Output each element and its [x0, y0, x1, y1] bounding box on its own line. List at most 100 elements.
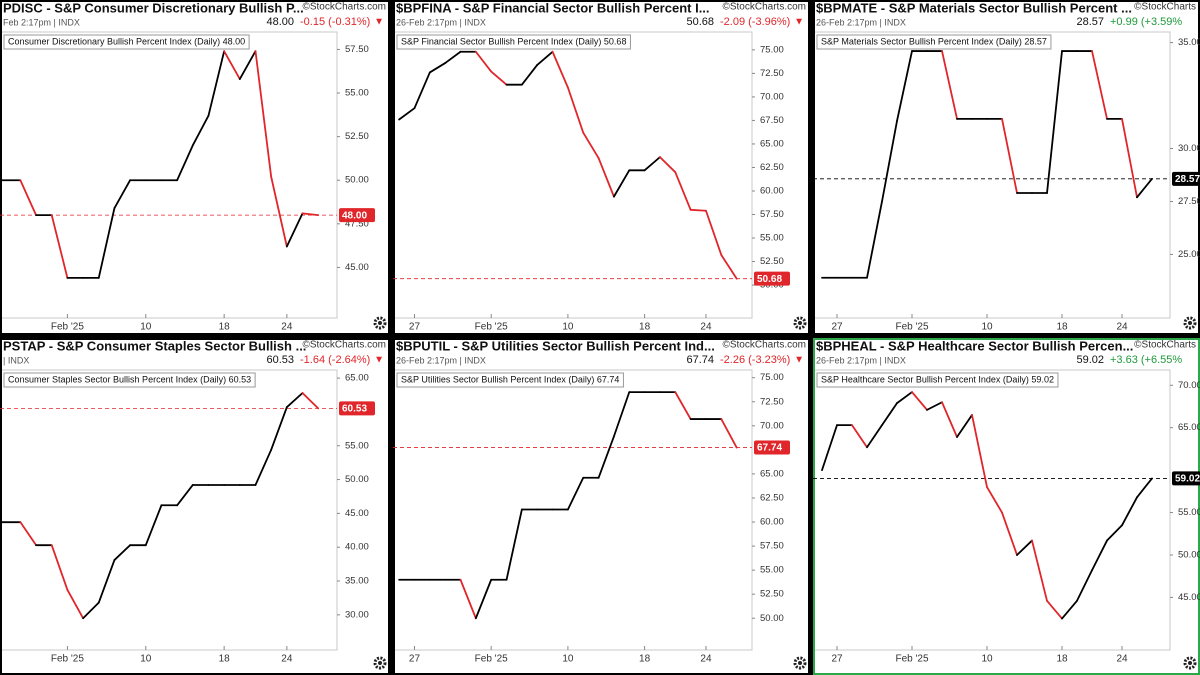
logo: ©StockCharts.com [302, 2, 386, 13]
line-segment [851, 424, 868, 449]
legend-label: S&P Utilities Sector Bullish Percent Ind… [401, 374, 619, 384]
legend-label: S&P Healthcare Sector Bullish Percent In… [821, 374, 1054, 384]
line-segment [1046, 599, 1063, 620]
panel-title[interactable]: $BPUTIL - S&P Utilities Sector Bullish P… [396, 338, 715, 353]
legend-label: Consumer Staples Sector Bullish Percent … [8, 374, 251, 384]
line-segment [821, 424, 838, 472]
panel-title[interactable]: $BPMATE - S&P Materials Sector Bullish P… [816, 0, 1132, 15]
panel: $BPHEAL - S&P Healthcare Sector Bullish … [813, 338, 1200, 675]
x-tick-label: 18 [219, 322, 231, 333]
y-tick-label: 45.00 [345, 262, 369, 273]
line-segment [1136, 177, 1153, 199]
y-tick-label: 30.00 [1178, 143, 1200, 154]
timestamp: 26-Feb 2:17pm | INDX [816, 355, 906, 365]
plot-area [0, 31, 338, 319]
x-tick-label: Feb '25 [895, 322, 928, 333]
line-segment [1106, 524, 1123, 542]
panel-title[interactable]: PDISC - S&P Consumer Discretionary Bulli… [3, 0, 304, 15]
timestamp: Feb 2:17pm | INDX [3, 17, 80, 27]
line-segment [674, 391, 692, 420]
line-segment [941, 401, 958, 438]
line-segment [238, 50, 257, 80]
x-tick-label: 24 [281, 654, 293, 665]
y-tick-label: 50.00 [345, 474, 369, 485]
x-tick-label: 24 [700, 654, 712, 665]
timestamp: 26-Feb 2:17pm | INDX [396, 17, 486, 27]
y-tick-label: 60.00 [760, 186, 784, 197]
price: 48.00 [266, 16, 294, 28]
settings-icon[interactable] [1183, 316, 1197, 330]
x-tick-label: 27 [831, 322, 843, 333]
legend-box [816, 372, 1059, 388]
y-tick-label: 62.50 [760, 162, 784, 173]
line-segment [881, 402, 898, 427]
y-tick-label: 55.00 [345, 88, 369, 99]
legend-box [3, 34, 250, 50]
y-tick-label: 25.00 [1178, 249, 1200, 260]
last-value-badge [1172, 471, 1200, 486]
panel-title[interactable]: $BPHEAL - S&P Healthcare Sector Bullish … [816, 338, 1133, 353]
line-segment [720, 254, 738, 280]
line-segment [911, 391, 928, 411]
price: 50.68 [686, 16, 714, 28]
y-tick-label: 75.00 [760, 44, 784, 55]
y-tick-label: 72.50 [760, 396, 784, 407]
y-tick-label: 55.00 [760, 565, 784, 576]
line-segment [191, 114, 210, 147]
x-tick-label: 18 [1056, 322, 1068, 333]
x-tick-label: 24 [700, 322, 712, 333]
y-tick-label: 52.50 [345, 131, 369, 142]
panel: PDISC - S&P Consumer Discretionary Bulli… [0, 0, 390, 335]
plot-area [393, 369, 753, 651]
line-segment [720, 418, 738, 449]
line-segment [1076, 569, 1093, 602]
change-arrow: ▼ [374, 17, 384, 28]
y-tick-label: 52.50 [760, 256, 784, 267]
legend-label: S&P Materials Sector Bullish Percent Ind… [821, 36, 1047, 46]
x-tick-label: 18 [219, 654, 231, 665]
panel-border [0, 338, 390, 675]
x-tick-label: 10 [981, 654, 993, 665]
x-tick-label: Feb '25 [475, 654, 508, 665]
x-tick-label: Feb '25 [51, 654, 84, 665]
y-tick-label: 62.50 [760, 492, 784, 503]
logo: ©StockCharts.com [722, 340, 806, 351]
logo: ©StockCharts [1134, 2, 1196, 13]
legend-box [3, 372, 256, 388]
line-segment [1136, 477, 1153, 499]
line-segment [659, 156, 677, 174]
change: -0.15 (-0.31%) [300, 16, 370, 28]
price: 28.57 [1076, 16, 1104, 28]
settings-icon[interactable] [1183, 656, 1197, 670]
line-segment [490, 70, 508, 86]
line-segment [50, 544, 69, 591]
panel: $BPMATE - S&P Materials Sector Bullish P… [813, 0, 1200, 335]
line-segment [19, 521, 37, 547]
line-segment [301, 392, 320, 410]
line-segment [444, 50, 462, 64]
y-tick-label: 50.00 [760, 613, 784, 624]
line-segment [1121, 496, 1138, 527]
line-segment [19, 179, 37, 217]
line-segment [270, 175, 288, 248]
line-segment [1016, 539, 1033, 556]
settings-icon[interactable] [373, 316, 387, 330]
settings-icon[interactable] [373, 656, 387, 670]
line-segment [689, 208, 707, 212]
legend-box [816, 34, 1052, 50]
settings-icon[interactable] [793, 316, 807, 330]
line-segment [254, 448, 273, 486]
panel-title[interactable]: $BPFINA - S&P Financial Sector Bullish P… [396, 0, 710, 15]
line-segment [597, 157, 615, 198]
x-tick-label: 10 [140, 654, 152, 665]
panel-border [813, 338, 1200, 675]
panel-title[interactable]: PSTAP - S&P Consumer Staples Sector Bull… [3, 338, 306, 353]
last-value-label: 60.53 [342, 403, 367, 414]
plot-area [0, 369, 338, 651]
y-tick-label: 35.00 [1178, 37, 1200, 48]
logo: ©StockCharts.com [722, 2, 806, 13]
settings-icon[interactable] [793, 656, 807, 670]
line-segment [1091, 539, 1108, 572]
line-segment [926, 401, 943, 411]
